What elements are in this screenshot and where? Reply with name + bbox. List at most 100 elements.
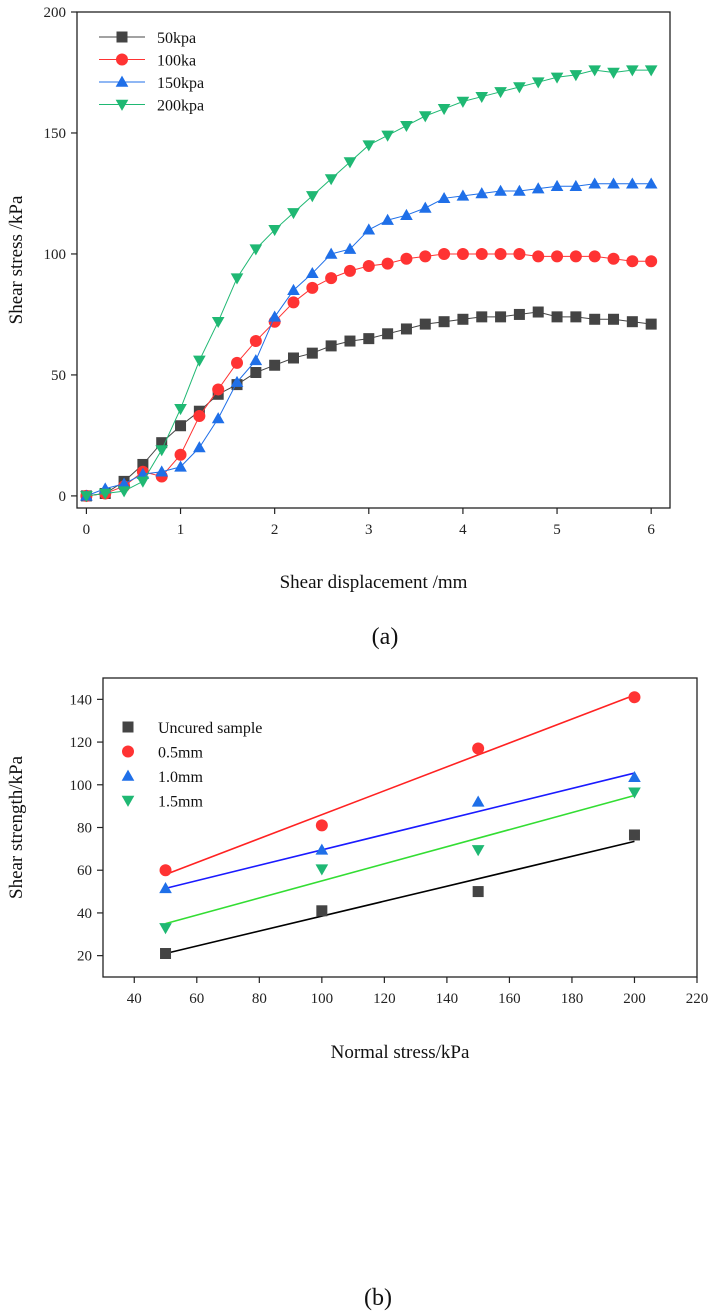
legend-marker bbox=[121, 769, 135, 781]
legend-marker bbox=[121, 795, 135, 807]
data-point bbox=[400, 252, 413, 265]
legend-item: 100ka bbox=[99, 53, 196, 70]
data-point bbox=[570, 311, 582, 323]
data-point bbox=[438, 316, 450, 328]
data-point bbox=[250, 367, 262, 379]
data-point bbox=[159, 882, 172, 894]
data-point bbox=[316, 905, 328, 917]
data-point bbox=[159, 923, 172, 935]
fit-line bbox=[165, 772, 635, 890]
data-point bbox=[626, 316, 638, 328]
data-point bbox=[418, 111, 432, 123]
legend-label: 100ka bbox=[157, 53, 196, 70]
data-point bbox=[645, 318, 657, 330]
data-point bbox=[306, 347, 318, 359]
x-tick-label: 200 bbox=[623, 991, 646, 1007]
data-point bbox=[456, 96, 470, 108]
data-point bbox=[400, 208, 413, 220]
data-point bbox=[400, 120, 413, 133]
data-point bbox=[174, 404, 187, 416]
data-point bbox=[155, 445, 169, 457]
legend-marker bbox=[116, 31, 128, 43]
x-tick-label: 140 bbox=[436, 991, 459, 1007]
y-tick-label: 50 bbox=[51, 368, 66, 384]
y-tick-label: 100 bbox=[44, 247, 67, 263]
data-point bbox=[193, 410, 206, 423]
data-point bbox=[325, 340, 337, 352]
data-point bbox=[324, 174, 338, 186]
y-tick-label: 60 bbox=[77, 863, 92, 879]
data-point bbox=[569, 70, 583, 82]
data-point bbox=[211, 316, 225, 329]
legend-item: Uncured sample bbox=[122, 720, 262, 737]
data-point bbox=[551, 250, 564, 263]
data-point bbox=[457, 313, 469, 325]
data-point bbox=[628, 829, 640, 841]
data-point bbox=[315, 819, 328, 832]
x-tick-label: 2 bbox=[271, 522, 279, 538]
legend-item: 1.0mm bbox=[121, 769, 203, 786]
y-tick-label: 200 bbox=[44, 5, 67, 21]
data-point bbox=[98, 488, 112, 500]
x-tick-label: 40 bbox=[127, 991, 142, 1007]
data-point bbox=[607, 252, 620, 265]
legend-item: 150kpa bbox=[99, 75, 204, 92]
y-tick-label: 120 bbox=[70, 735, 93, 751]
data-point bbox=[381, 130, 394, 142]
data-point bbox=[494, 184, 507, 196]
data-point bbox=[305, 191, 319, 203]
data-point bbox=[551, 311, 563, 323]
data-point bbox=[362, 140, 376, 152]
data-point bbox=[363, 333, 375, 345]
legend-item: 0.5mm bbox=[122, 745, 203, 762]
y-tick-label: 80 bbox=[77, 821, 92, 837]
x-tick-label: 0 bbox=[83, 522, 91, 538]
data-point bbox=[156, 437, 168, 449]
chart-a-shear-stress: (a) 0 1 2 3 4 5 6 0 50 100 150 200 Shear displacemen… bbox=[6, 5, 671, 650]
data-point bbox=[456, 189, 470, 201]
chart-b-caption: (b) bbox=[364, 1285, 392, 1311]
x-tick-label: 3 bbox=[365, 522, 373, 538]
data-point bbox=[343, 157, 357, 169]
series-150kpa bbox=[80, 177, 658, 501]
data-point bbox=[268, 310, 281, 322]
data-point bbox=[513, 82, 526, 94]
data-point bbox=[589, 313, 601, 325]
data-point bbox=[531, 182, 545, 194]
data-point bbox=[160, 948, 172, 960]
data-point bbox=[305, 266, 319, 279]
fit-line bbox=[165, 694, 635, 876]
data-point bbox=[249, 244, 263, 256]
x-tick-label: 180 bbox=[561, 991, 584, 1007]
data-point bbox=[268, 225, 281, 237]
data-point bbox=[211, 412, 225, 424]
legend: 50kpa 100ka 150kpa 200kpa bbox=[99, 30, 204, 115]
data-point bbox=[381, 257, 394, 270]
y-tick-label: 0 bbox=[59, 489, 67, 505]
data-point bbox=[325, 272, 338, 285]
x-tick-label: 60 bbox=[189, 991, 204, 1007]
data-point bbox=[550, 72, 564, 84]
legend-label: Uncured sample bbox=[158, 720, 262, 737]
data-point bbox=[588, 65, 602, 77]
series-1-5mm bbox=[159, 787, 641, 935]
data-point bbox=[400, 323, 412, 335]
data-point bbox=[230, 273, 244, 285]
legend-marker bbox=[115, 75, 129, 87]
data-point bbox=[343, 242, 357, 254]
series-50kpa bbox=[80, 306, 657, 502]
data-point bbox=[475, 187, 489, 199]
data-point bbox=[513, 184, 526, 196]
data-point bbox=[315, 864, 329, 876]
data-point bbox=[494, 87, 507, 99]
data-point bbox=[471, 845, 485, 857]
series-1-0mm bbox=[159, 770, 641, 894]
data-point bbox=[608, 313, 620, 325]
data-point bbox=[437, 104, 451, 116]
series-line bbox=[86, 69, 652, 497]
data-point bbox=[419, 250, 432, 263]
data-point bbox=[381, 213, 394, 225]
x-tick-label: 120 bbox=[373, 991, 396, 1007]
y-axis-title: Shear stress /kPa bbox=[6, 195, 27, 324]
data-point bbox=[80, 491, 93, 503]
